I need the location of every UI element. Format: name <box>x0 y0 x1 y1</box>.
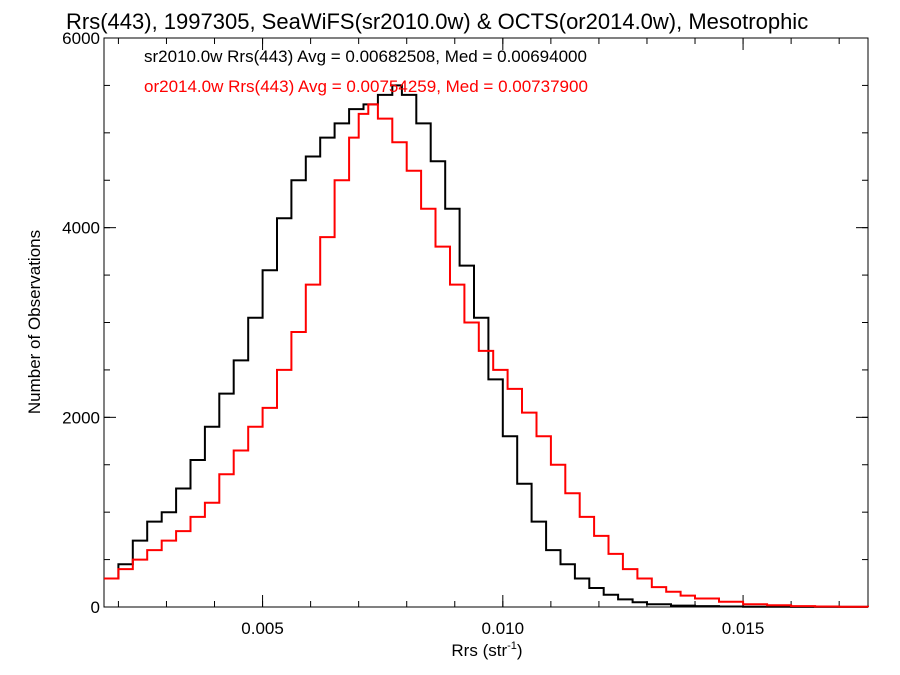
y-tick-labels: 0 2000 4000 6000 <box>62 29 100 617</box>
y-axis-label: Number of Observations <box>25 230 44 414</box>
x-tick-label: 0.015 <box>722 619 765 638</box>
plot-frame <box>103 37 869 608</box>
legend: sr2010.0w Rrs(443) Avg = 0.00682508, Med… <box>144 47 588 96</box>
y-tick-label: 6000 <box>62 29 100 48</box>
x-axis-label-close: ) <box>517 641 523 660</box>
x-tick-label: 0.010 <box>482 619 525 638</box>
x-axis-label-main: Rrs (str <box>451 641 507 660</box>
major-ticks <box>104 37 868 608</box>
minor-ticks <box>104 37 868 608</box>
y-tick-label: 2000 <box>62 408 100 427</box>
x-axis-label-superscript: -1 <box>507 640 517 652</box>
legend-entry-sr2010: sr2010.0w Rrs(443) Avg = 0.00682508, Med… <box>144 47 587 66</box>
plot-area <box>103 37 869 608</box>
series-line-sr2010-0w <box>104 84 869 608</box>
x-tick-label: 0.005 <box>241 619 284 638</box>
x-tick-labels: 0.005 0.010 0.015 <box>241 619 764 638</box>
y-tick-label: 0 <box>91 598 100 617</box>
series-line-or2014-0w <box>104 103 869 608</box>
series-layer <box>104 84 869 608</box>
y-tick-label: 4000 <box>62 219 100 238</box>
chart-title: Rrs(443), 1997305, SeaWiFS(sr2010.0w) & … <box>66 9 808 34</box>
legend-entry-or2014: or2014.0w Rrs(443) Avg = 0.00754259, Med… <box>144 77 588 96</box>
x-axis-label: Rrs (str-1) <box>451 640 522 660</box>
